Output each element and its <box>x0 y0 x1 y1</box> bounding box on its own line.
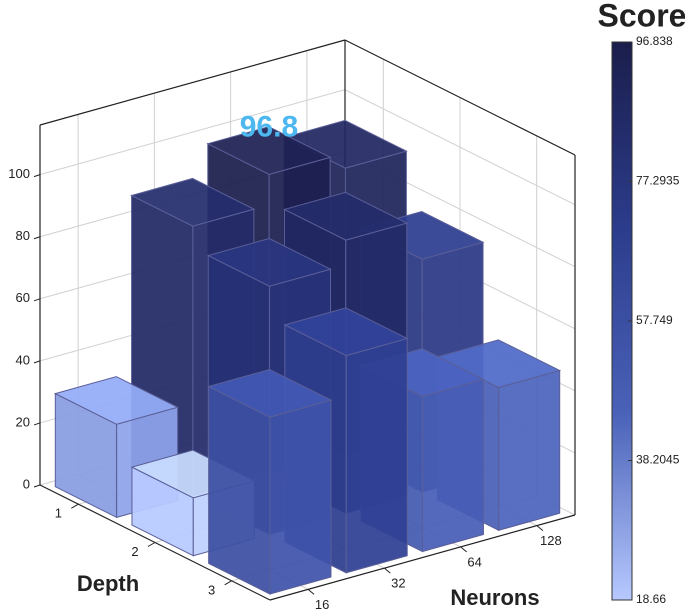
neurons-axis-title: Neurons <box>450 585 539 610</box>
z-tick <box>33 422 41 426</box>
colorbar-tick-label: 77.2935 <box>636 174 680 188</box>
z-tick-label: 60 <box>16 290 30 305</box>
bar <box>207 368 333 595</box>
depth-tick <box>147 542 156 547</box>
depth-tick <box>71 503 79 509</box>
depth-axis-title: Depth <box>77 571 139 596</box>
bar-top <box>283 307 409 357</box>
z-tick <box>33 174 41 178</box>
annotation: 96.8 <box>240 110 298 143</box>
neurons-tick-label: 16 <box>315 597 329 612</box>
neurons-tick <box>384 567 391 574</box>
neurons-tick-label: 32 <box>391 576 405 591</box>
bar-top <box>206 237 332 287</box>
bars <box>53 119 562 595</box>
depth-tick <box>224 580 232 586</box>
z-tick <box>33 298 41 302</box>
bar-top <box>206 126 332 175</box>
neurons-tick-label: 128 <box>540 533 562 548</box>
z-tick-label: 40 <box>16 352 30 367</box>
bar-front <box>269 399 332 595</box>
depth-tick-label: 3 <box>208 582 215 597</box>
colorbar-tick-label: 57.749 <box>636 313 673 327</box>
colorbar-tick-label: 18.66 <box>636 592 666 606</box>
z-tick-label: 80 <box>16 228 30 243</box>
bar-top <box>207 368 333 418</box>
colorbar-title: Score <box>598 0 685 33</box>
z-tick <box>33 236 41 240</box>
z-tick-label: 100 <box>8 166 30 181</box>
bar-front <box>345 337 408 574</box>
z-tick-label: 20 <box>16 414 30 429</box>
neurons-tick <box>307 588 315 595</box>
z-tick-label: 0 <box>23 476 30 491</box>
bar-front <box>421 378 484 553</box>
bar-side <box>208 385 271 595</box>
neurons-tick <box>536 525 544 532</box>
neurons-tick <box>460 546 467 553</box>
axis-line <box>344 39 576 156</box>
bar-top <box>53 376 180 425</box>
depth-tick-label: 1 <box>55 506 62 521</box>
colorbar-tick-label: 96.838 <box>636 34 673 48</box>
z-tick <box>33 360 41 364</box>
depth-tick-label: 2 <box>131 544 138 559</box>
neurons-tick-label: 64 <box>467 554 481 569</box>
colorbar-tick-label: 38.2045 <box>636 453 680 467</box>
axis-line <box>39 39 346 126</box>
axis-line <box>269 514 576 601</box>
bar-top <box>283 191 409 241</box>
bar-front <box>498 369 561 531</box>
z-tick <box>33 484 41 488</box>
bar-top <box>130 177 256 227</box>
